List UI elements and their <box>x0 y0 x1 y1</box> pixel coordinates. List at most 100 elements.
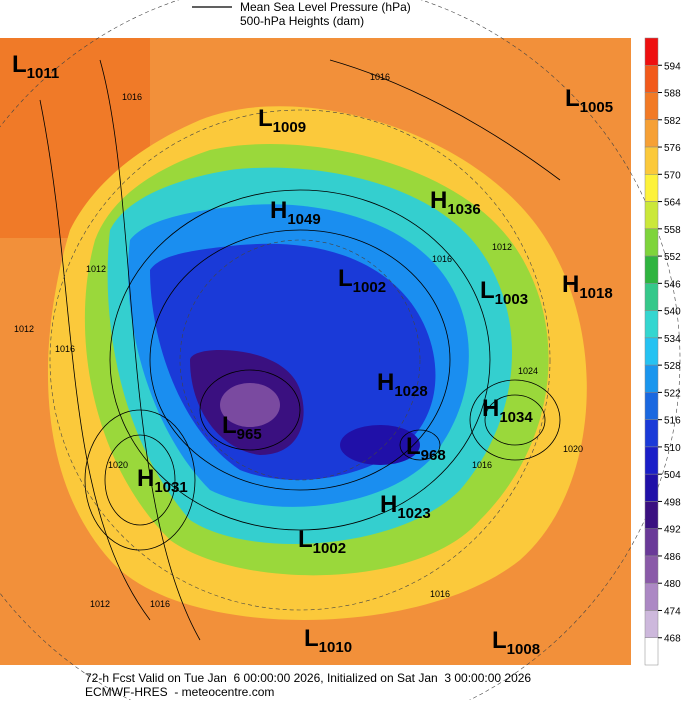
center-value: 1008 <box>507 641 540 658</box>
contour-label: 1016 <box>150 599 170 609</box>
pressure-center: L1008 <box>492 627 540 658</box>
center-type: L <box>492 627 507 654</box>
center-value: 1003 <box>495 291 528 308</box>
colorbar-label: 516 <box>664 416 681 427</box>
colorbar-label: 474 <box>664 606 681 617</box>
center-type: H <box>380 491 397 518</box>
colorbar-box <box>644 65 659 93</box>
pressure-center: L968 <box>406 433 446 464</box>
contours <box>39 59 561 641</box>
center-type: H <box>430 187 447 214</box>
center-value: 1031 <box>154 479 187 496</box>
colorbar-box <box>644 37 659 66</box>
center-value: 1010 <box>319 639 352 656</box>
colorbar-label: 480 <box>664 579 681 590</box>
center-value: 1011 <box>27 65 60 82</box>
colorbar-box <box>644 637 659 666</box>
colorbar-box <box>644 501 659 529</box>
center-value: 1002 <box>353 279 386 296</box>
colorbar-box <box>644 582 659 611</box>
contour-label: 1016 <box>370 72 390 82</box>
center-type: L <box>222 412 237 439</box>
colorbar-box <box>644 419 659 448</box>
contour-label: 1016 <box>432 254 452 264</box>
colorbar-box <box>644 119 659 148</box>
colorbar-box <box>644 146 659 175</box>
center-value: 965 <box>237 426 262 443</box>
center-value: 1018 <box>579 285 612 302</box>
colorbar-label: 486 <box>664 552 681 563</box>
center-value: 968 <box>421 447 446 464</box>
colorbar-label: 564 <box>664 198 681 209</box>
legend-line-label: Mean Sea Level Pressure (hPa) <box>240 0 411 14</box>
center-type: H <box>562 271 579 298</box>
pressure-center: L1003 <box>480 277 528 308</box>
pressure-center: H1034 <box>482 395 533 426</box>
center-type: L <box>304 625 319 652</box>
center-type: L <box>258 105 273 132</box>
center-type: H <box>482 395 499 422</box>
center-type: L <box>298 526 313 553</box>
colorbar-box <box>644 283 659 311</box>
center-value: 1009 <box>273 119 306 136</box>
pressure-center: L1002 <box>298 526 346 557</box>
contour-label: 1012 <box>86 264 106 274</box>
colorbar-label: 588 <box>664 89 681 100</box>
center-value: 1049 <box>287 211 320 228</box>
center-value: 1036 <box>447 201 480 218</box>
center-type: L <box>565 85 580 112</box>
colorbar-box <box>644 610 659 638</box>
colorbar-label: 492 <box>664 525 681 536</box>
colorbar-box <box>644 228 659 257</box>
colorbar-label: 558 <box>664 225 681 236</box>
pressure-center: L1002 <box>338 265 386 296</box>
center-type: L <box>338 265 353 292</box>
field-lightpurple <box>220 383 280 427</box>
colorbar-label: 498 <box>664 497 681 508</box>
colorbar-box <box>644 310 659 339</box>
pressure-center: H1018 <box>562 271 613 302</box>
colorbar-label: 576 <box>664 143 681 154</box>
contour-label: 1016 <box>122 92 142 102</box>
footer-line: ECMWF-HRES - meteocentre.com <box>85 685 274 699</box>
center-value: 1005 <box>580 99 613 116</box>
pressure-center: H1036 <box>430 187 481 218</box>
contour-label: 1012 <box>492 242 512 252</box>
contour-label: 1016 <box>472 460 492 470</box>
center-value: 1028 <box>394 383 427 400</box>
colorbar-label: 522 <box>664 388 681 399</box>
footer-line: 72-h Fcst Valid on Tue Jan 6 00:00:00 20… <box>85 671 531 685</box>
pressure-center: L1010 <box>304 625 352 656</box>
contour-label: 1020 <box>563 444 583 454</box>
center-type: H <box>270 197 287 224</box>
colorbar-box <box>644 555 659 584</box>
pressure-center: H1031 <box>137 465 188 496</box>
colorbar-box <box>644 92 659 121</box>
pressure-center: L965 <box>222 412 262 443</box>
center-type: H <box>137 465 154 492</box>
pressure-center: H1049 <box>270 197 321 228</box>
center-value: 1002 <box>313 540 346 557</box>
center-value: 1023 <box>397 505 430 522</box>
colorbar-box <box>644 446 659 475</box>
colorbar-label: 582 <box>664 116 681 127</box>
colorbar-box <box>644 174 659 202</box>
center-type: H <box>377 369 394 396</box>
colorbar-label: 546 <box>664 279 681 290</box>
contour-label: 1020 <box>108 460 128 470</box>
colorbar-label: 468 <box>664 634 681 645</box>
center-type: L <box>480 277 495 304</box>
colorbar-label: 528 <box>664 361 681 372</box>
colorbar-label: 552 <box>664 252 681 263</box>
pressure-center: L1011 <box>12 51 59 82</box>
contour-label: 1012 <box>90 599 110 609</box>
contour-label: 1016 <box>55 344 75 354</box>
colorbar-label: 594 <box>664 61 681 72</box>
colorbar-box <box>644 255 659 284</box>
pressure-center: H1023 <box>380 491 431 522</box>
center-type: L <box>406 433 421 460</box>
pressure-center: L1009 <box>258 105 306 136</box>
contour-label: 1012 <box>14 324 34 334</box>
